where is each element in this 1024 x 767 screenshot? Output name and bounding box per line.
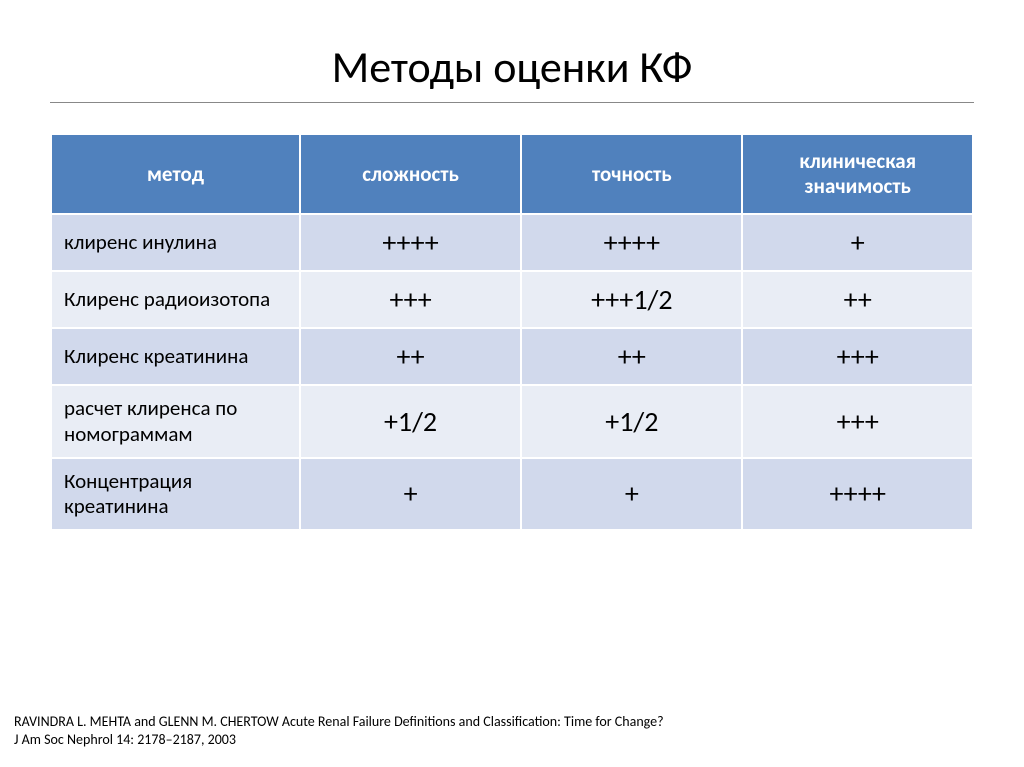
table-row: расчет клиренса по номограммам +1/2 +1/2…: [51, 385, 973, 457]
cell-accuracy: ++++: [521, 214, 742, 271]
citation-line: J Am Soc Nephrol 14: 2178–2187, 2003: [14, 731, 1010, 749]
cell-accuracy: +1/2: [521, 385, 742, 457]
cell-method: Концентрация креатинина: [51, 458, 300, 530]
cell-clinical: ++++: [742, 458, 973, 530]
cell-clinical: +++: [742, 385, 973, 457]
cell-method: Клиренс радиоизотопа: [51, 271, 300, 328]
col-clinical: клиническая значимость: [742, 134, 973, 214]
table-row: клиренс инулина ++++ ++++ +: [51, 214, 973, 271]
cell-complexity: +: [300, 458, 521, 530]
slide: Методы оценки КФ метод сложность точност…: [0, 0, 1024, 767]
cell-complexity: +1/2: [300, 385, 521, 457]
cell-complexity: ++: [300, 328, 521, 385]
cell-complexity: ++++: [300, 214, 521, 271]
cell-clinical: +: [742, 214, 973, 271]
table-row: Клиренс креатинина ++ ++ +++: [51, 328, 973, 385]
cell-method: клиренс инулина: [51, 214, 300, 271]
cell-method: расчет клиренса по номограммам: [51, 385, 300, 457]
citation-footer: RAVINDRA L. MEHTA and GLENN M. CHERTOW A…: [14, 713, 1010, 749]
cell-accuracy: +++1/2: [521, 271, 742, 328]
col-method: метод: [51, 134, 300, 214]
table-header-row: метод сложность точность клиническая зна…: [51, 134, 973, 214]
cell-complexity: +++: [300, 271, 521, 328]
cell-accuracy: +: [521, 458, 742, 530]
page-title: Методы оценки КФ: [50, 40, 974, 94]
citation-line: RAVINDRA L. MEHTA and GLENN M. CHERTOW A…: [14, 713, 1010, 731]
cell-clinical: +++: [742, 328, 973, 385]
title-underline: [50, 102, 974, 103]
cell-clinical: ++: [742, 271, 973, 328]
cell-accuracy: ++: [521, 328, 742, 385]
col-accuracy: точность: [521, 134, 742, 214]
table-row: Концентрация креатинина + + ++++: [51, 458, 973, 530]
col-complexity: сложность: [300, 134, 521, 214]
methods-table: метод сложность точность клиническая зна…: [50, 133, 974, 531]
cell-method: Клиренс креатинина: [51, 328, 300, 385]
table-row: Клиренс радиоизотопа +++ +++1/2 ++: [51, 271, 973, 328]
